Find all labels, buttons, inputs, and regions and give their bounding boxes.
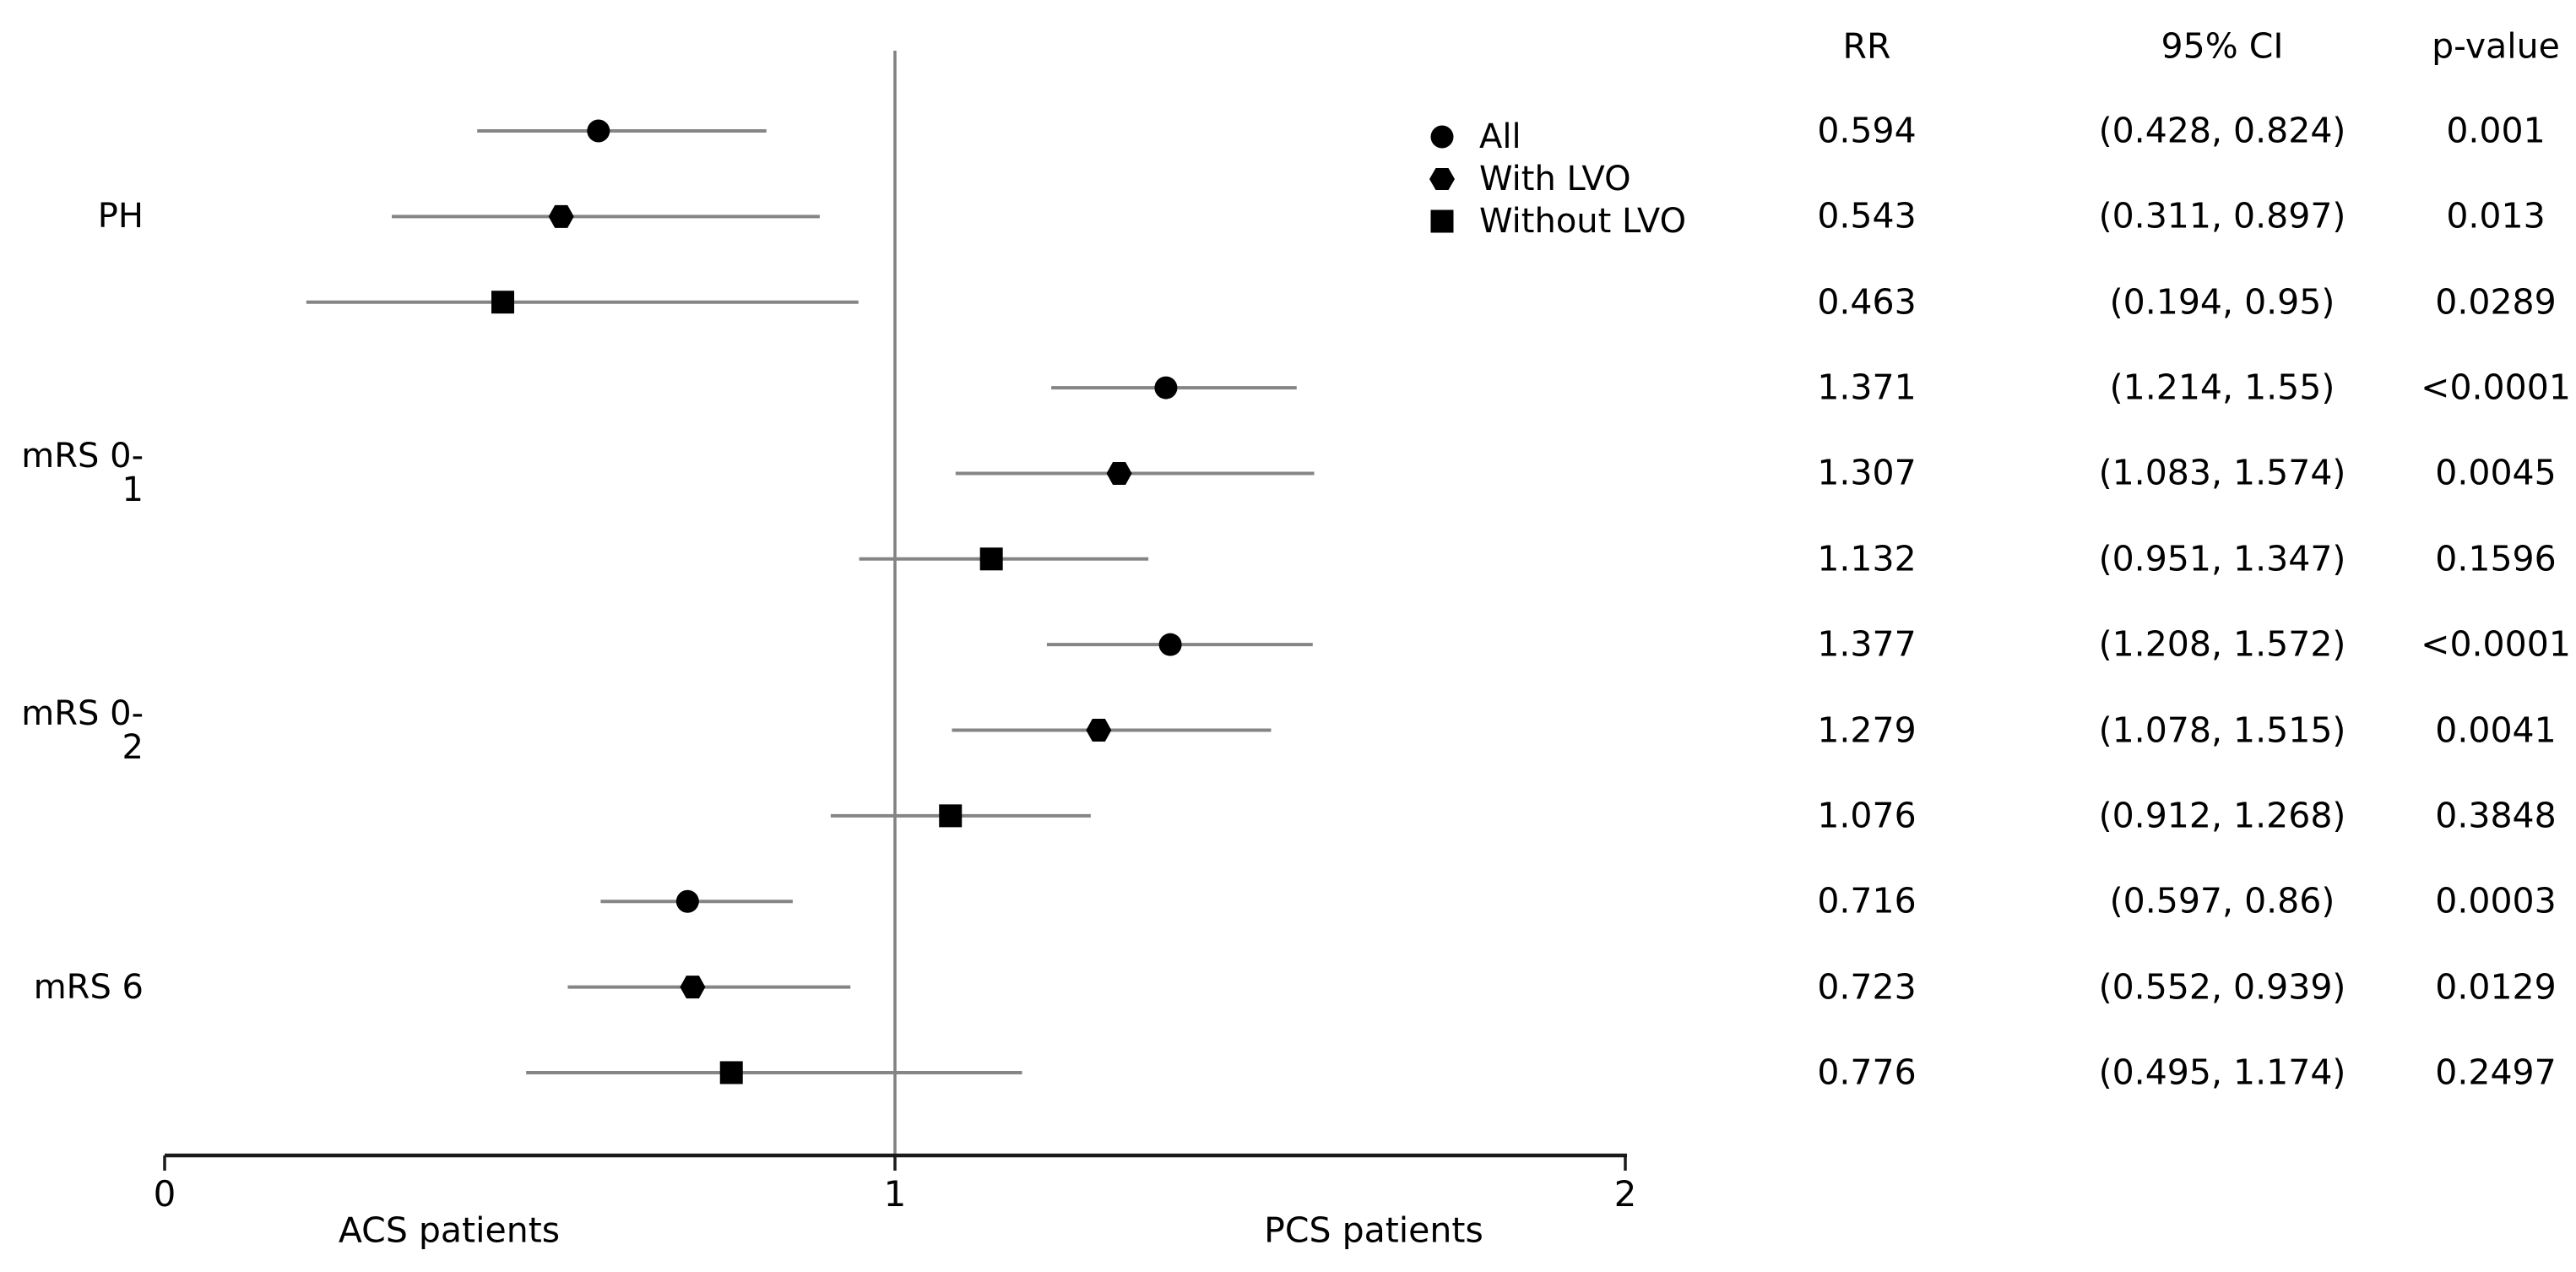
legend-label-with-lvo: With LVO <box>1479 160 1631 198</box>
marker-hexagon <box>1086 719 1112 742</box>
table-cell-rr: 0.776 <box>1817 1052 1917 1093</box>
table-cell-rr: 0.463 <box>1817 281 1917 323</box>
group-label: mRS 0-2 <box>21 693 144 767</box>
table-cell-pvalue: 0.1596 <box>2435 538 2557 579</box>
marker-circle <box>675 889 699 913</box>
table-cell-pvalue: 0.0129 <box>2435 966 2557 1008</box>
table-cell-pvalue: 0.0003 <box>2435 880 2557 921</box>
table-cell-rr: 0.716 <box>1817 880 1917 921</box>
table-header-pvalue: p-value <box>2432 25 2560 67</box>
table-cell-ci: (0.495, 1.174) <box>2098 1052 2346 1093</box>
table-cell-rr: 1.132 <box>1817 538 1917 579</box>
x-tick-label: 0 <box>153 1173 176 1215</box>
table-cell-ci: (0.428, 0.824) <box>2098 110 2346 151</box>
table-cell-pvalue: 0.0289 <box>2435 281 2557 323</box>
table-cell-pvalue: 0.3848 <box>2435 795 2557 836</box>
table-cell-ci: (1.083, 1.574) <box>2098 452 2346 493</box>
table-cell-rr: 1.279 <box>1817 709 1917 751</box>
group-label: mRS 0-1 <box>21 437 144 510</box>
marker-hexagon <box>680 976 706 999</box>
legend: All With LVO Without LVO <box>1427 116 1686 242</box>
x-tick-label: 1 <box>883 1173 907 1215</box>
marker-circle <box>1154 376 1178 400</box>
table-cell-rr: 1.307 <box>1817 452 1917 493</box>
x-axis-label-left: ACS patients <box>338 1209 561 1251</box>
hexagon-marker-icon <box>1429 168 1455 190</box>
table-cell-ci: (1.078, 1.515) <box>2098 709 2346 751</box>
marker-hexagon <box>548 204 574 228</box>
table-cell-rr: 0.723 <box>1817 966 1917 1008</box>
table-cell-ci: (0.951, 1.347) <box>2098 538 2346 579</box>
x-axis-label-right: PCS patients <box>1264 1209 1483 1251</box>
table-cell-rr: 0.543 <box>1817 195 1917 236</box>
table-cell-rr: 1.076 <box>1817 795 1917 836</box>
table-header-ci: 95% CI <box>2161 25 2284 67</box>
group-label: mRS 6 <box>33 967 144 1007</box>
table-header-rr: RR <box>1842 25 1891 67</box>
table-cell-ci: (0.552, 0.939) <box>2098 966 2346 1008</box>
marker-square <box>719 1061 743 1084</box>
table-cell-pvalue: 0.0041 <box>2435 709 2557 751</box>
table-cell-ci: (1.214, 1.55) <box>2109 367 2335 408</box>
table-cell-ci: (0.597, 0.86) <box>2109 880 2335 921</box>
table-cell-ci: (1.208, 1.572) <box>2098 623 2346 665</box>
marker-square <box>939 804 963 828</box>
square-marker-icon <box>1430 209 1454 233</box>
marker-circle <box>587 119 610 143</box>
table-cell-ci: (0.912, 1.268) <box>2098 795 2346 836</box>
x-tick-label: 2 <box>1613 1173 1637 1215</box>
table-cell-pvalue: <0.0001 <box>2421 623 2571 665</box>
circle-marker-icon <box>1430 125 1454 149</box>
legend-label-all: All <box>1479 117 1521 156</box>
marker-square <box>979 547 1003 571</box>
table-cell-pvalue: 0.001 <box>2446 110 2546 151</box>
table-cell-pvalue: 0.013 <box>2446 195 2546 236</box>
legend-item-with-lvo: With LVO <box>1427 158 1686 200</box>
table-cell-ci: (0.311, 0.897) <box>2098 195 2346 236</box>
table-cell-rr: 1.377 <box>1817 623 1917 665</box>
table-cell-ci: (0.194, 0.95) <box>2109 281 2335 323</box>
legend-item-all: All <box>1427 116 1686 158</box>
legend-label-without-lvo: Without LVO <box>1479 202 1687 241</box>
table-cell-rr: 0.594 <box>1817 110 1917 151</box>
table-cell-rr: 1.371 <box>1817 367 1917 408</box>
group-label: PH <box>97 197 144 236</box>
legend-item-without-lvo: Without LVO <box>1427 200 1686 242</box>
marker-hexagon <box>1106 461 1132 485</box>
marker-square <box>491 291 514 314</box>
table-cell-pvalue: 0.0045 <box>2435 452 2557 493</box>
marker-circle <box>1158 633 1182 656</box>
table-cell-pvalue: <0.0001 <box>2421 367 2571 408</box>
table-cell-pvalue: 0.2497 <box>2435 1052 2557 1093</box>
